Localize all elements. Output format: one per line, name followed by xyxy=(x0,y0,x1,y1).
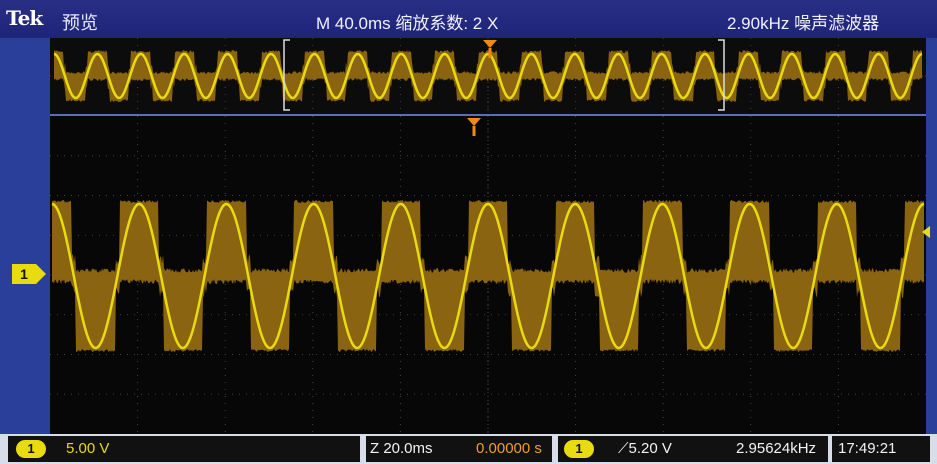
right-frame xyxy=(926,38,937,434)
overview-trigger-marker xyxy=(483,40,497,58)
main-waveform xyxy=(50,116,926,434)
trigger-position-marker xyxy=(467,118,481,136)
trigger-arrow-icon xyxy=(483,40,497,48)
overview-signal-trace xyxy=(53,52,923,100)
zoom-window-right-bracket xyxy=(718,39,725,111)
trigger-readout[interactable]: 1 ⟋5.20 V 2.95624kHz xyxy=(558,436,828,462)
left-frame xyxy=(0,38,50,434)
trigger-level: ⟋5.20 V xyxy=(618,440,672,457)
zoom-timebase: Z 20.0ms xyxy=(370,440,433,457)
clock-time: 17:49:21 xyxy=(838,440,897,457)
overview-plot xyxy=(50,38,926,114)
trigger-frequency: 2.95624kHz xyxy=(736,440,817,457)
channel-1-scale: 5.00 V xyxy=(66,440,110,457)
channel-1-chip: 1 xyxy=(16,440,46,458)
zoom-readout[interactable]: Z 20.0ms 0.00000 s xyxy=(366,436,552,462)
zoom-window-left-bracket xyxy=(283,39,290,111)
trigger-arrow-icon xyxy=(467,118,481,126)
zoom-position: 0.00000 s xyxy=(476,440,542,457)
mode-label: 预览 xyxy=(62,13,98,33)
brand-logo: Tek xyxy=(6,6,43,30)
overview-waveform xyxy=(50,38,926,116)
trigger-level-arrow[interactable] xyxy=(922,226,930,238)
clock-readout: 17:49:21 xyxy=(832,436,930,462)
timebase-readout: M 40.0ms 缩放系数: 2 X xyxy=(316,14,499,33)
trigger-source-chip: 1 xyxy=(564,440,594,458)
noise-filter-readout: 2.90kHz 噪声滤波器 xyxy=(727,14,880,33)
overview-noise-band xyxy=(54,50,922,102)
main-plot xyxy=(50,116,926,434)
noise-band xyxy=(52,200,924,352)
status-bar: 1 5.00 V Z 20.0ms 0.00000 s 1 ⟋5.20 V 2.… xyxy=(0,434,937,464)
channel-1-ground-marker[interactable]: 1 xyxy=(12,264,46,284)
channel-1-readout[interactable]: 1 5.00 V xyxy=(8,436,360,462)
signal-trace xyxy=(51,202,925,350)
title-bar: Tek 预览 M 40.0ms 缩放系数: 2 X 2.90kHz 噪声滤波器 xyxy=(0,0,937,38)
